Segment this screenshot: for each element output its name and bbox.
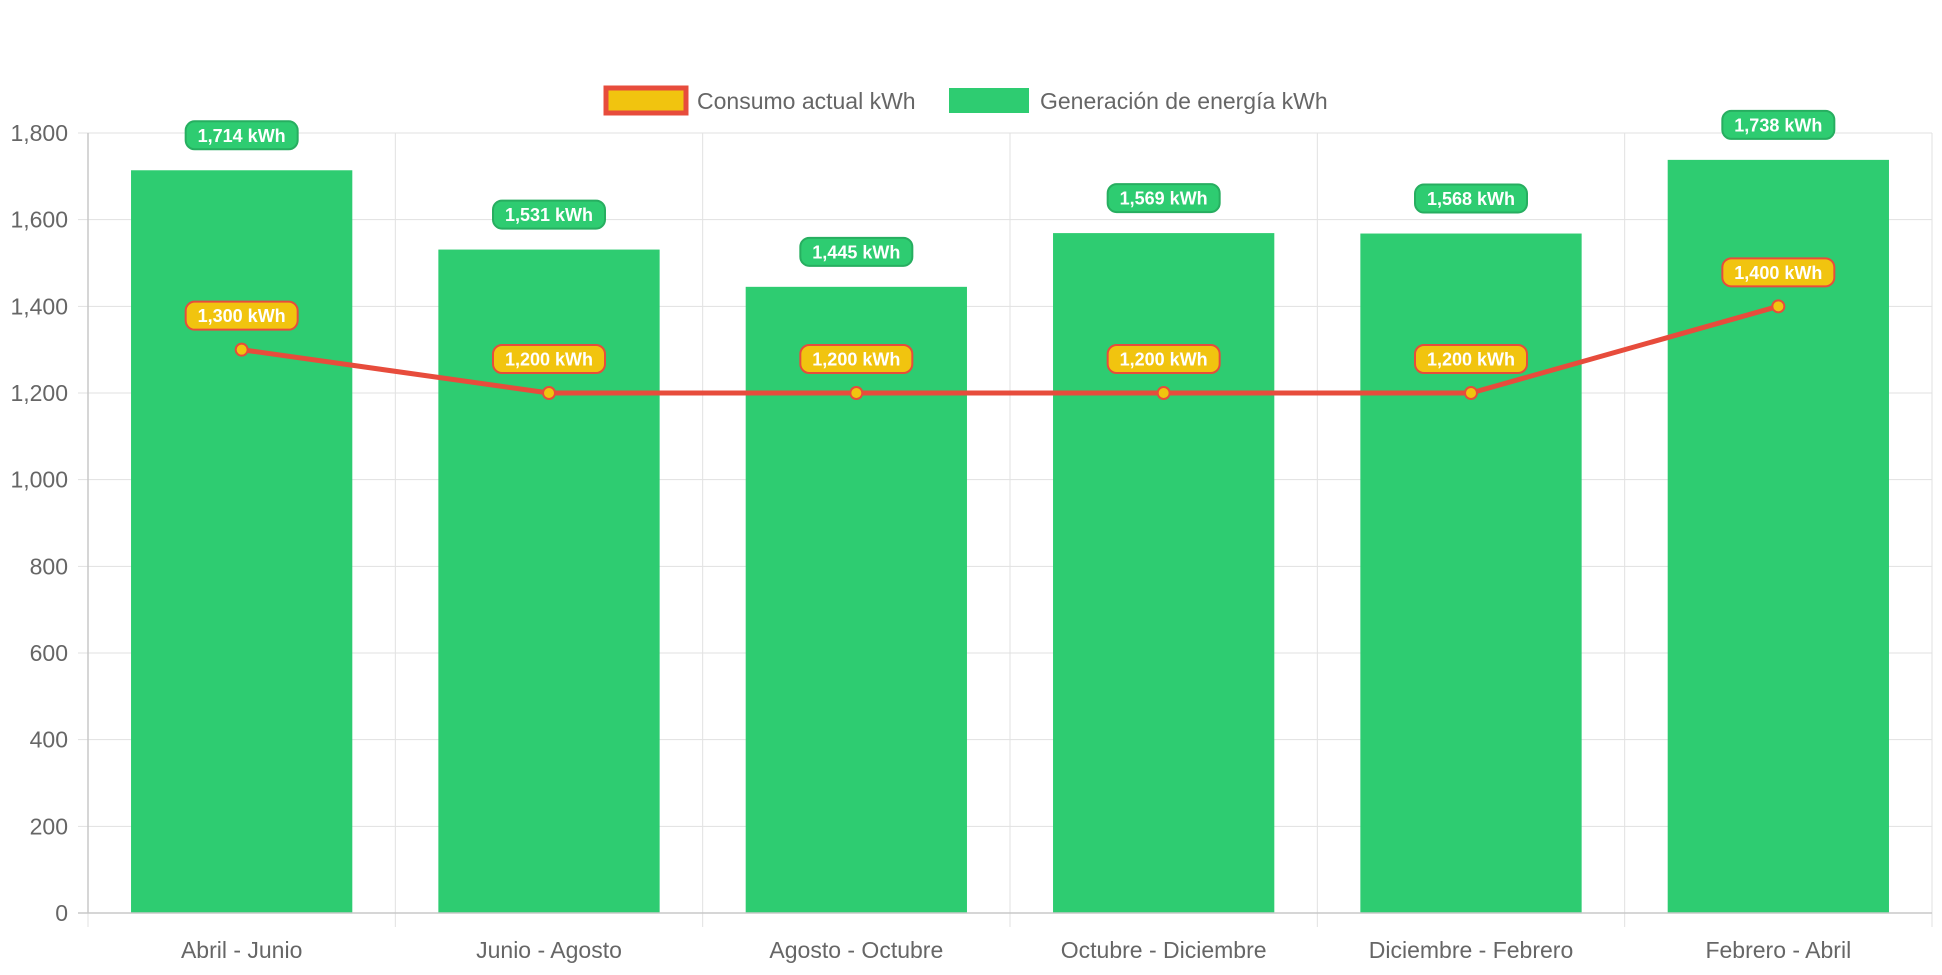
bar bbox=[1053, 233, 1275, 914]
line-point bbox=[234, 342, 249, 357]
bar-data-label-bg bbox=[184, 120, 299, 151]
y-tick-label: 1,400 bbox=[10, 293, 68, 319]
line-data-label: 1,200 kWh bbox=[812, 350, 900, 370]
bar-data-label: 1,531 kWh bbox=[505, 205, 593, 225]
line-data-label-bg bbox=[799, 344, 914, 374]
line-layer bbox=[234, 299, 1786, 400]
axis-layer: 0 200 400 600 800 1,000 1,200 1,400 1,600 1,800 Ab… bbox=[10, 120, 1932, 963]
x-tick-label: Octubre - Diciembre bbox=[1061, 937, 1267, 963]
y-tick-label: 800 bbox=[30, 553, 68, 579]
x-tick-label: Junio - Agosto bbox=[476, 937, 622, 963]
line-point bbox=[1771, 299, 1786, 314]
line-data-label-bg bbox=[184, 300, 299, 331]
y-tick-label: 1,800 bbox=[10, 120, 68, 146]
x-tick-label: Febrero - Abril bbox=[1705, 937, 1851, 963]
y-tick-label: 200 bbox=[30, 813, 68, 839]
y-tick-label: 400 bbox=[30, 727, 68, 753]
line-point bbox=[1464, 386, 1478, 400]
line-data-label: 1,200 kWh bbox=[505, 350, 593, 370]
bar bbox=[1360, 233, 1582, 914]
bar-data-label: 1,738 kWh bbox=[1734, 115, 1822, 135]
line-data-label-bg bbox=[1721, 257, 1836, 288]
bar-data-label-bg bbox=[1721, 109, 1836, 140]
y-tick-label: 600 bbox=[30, 640, 68, 666]
line-data-label: 1,400 kWh bbox=[1734, 263, 1822, 283]
line-data-label-bg bbox=[1414, 344, 1528, 374]
x-tick-label: Abril - Junio bbox=[181, 937, 302, 963]
line-data-label: 1,200 kWh bbox=[1427, 350, 1515, 370]
legend-label-generacion[interactable]: Generación de energía kWh bbox=[1040, 88, 1328, 114]
bar bbox=[745, 286, 967, 913]
line-point bbox=[1156, 386, 1171, 400]
line-data-label-bg bbox=[1106, 344, 1221, 374]
legend: Consumo actual kWh Generación de energía… bbox=[603, 85, 1328, 116]
bar bbox=[131, 170, 353, 913]
y-tick-label: 0 bbox=[55, 900, 68, 926]
y-tick-label: 1,600 bbox=[10, 207, 68, 233]
line-point bbox=[849, 386, 864, 400]
line-point bbox=[542, 386, 556, 400]
bar-data-label-bg bbox=[1106, 183, 1221, 214]
line-data-label-bg bbox=[492, 344, 606, 374]
label-layer: 1,714 kWh 1,531 kWh 1,445 kWh 1,569 kWh 1,56… bbox=[184, 109, 1836, 374]
bar-data-label: 1,568 kWh bbox=[1427, 189, 1515, 209]
legend-swatch-generacion[interactable] bbox=[949, 88, 1029, 113]
legend-swatch-consumo[interactable] bbox=[603, 85, 689, 116]
y-tick-label: 1,000 bbox=[10, 467, 68, 493]
bar-data-label: 1,714 kWh bbox=[198, 126, 286, 146]
bar-data-label: 1,445 kWh bbox=[812, 242, 900, 262]
legend-label-consumo[interactable]: Consumo actual kWh bbox=[697, 88, 916, 114]
bar-data-label: 1,569 kWh bbox=[1120, 189, 1208, 209]
bar-data-label-bg bbox=[492, 199, 606, 230]
grid-layer bbox=[78, 132, 1933, 927]
x-tick-label: Diciembre - Febrero bbox=[1369, 937, 1574, 963]
bar-data-label-bg bbox=[1414, 183, 1528, 214]
line-data-label: 1,200 kWh bbox=[1120, 350, 1208, 370]
line-data-label: 1,300 kWh bbox=[198, 306, 286, 326]
x-tick-label: Agosto - Octubre bbox=[769, 937, 943, 963]
y-tick-label: 1,200 bbox=[10, 380, 68, 406]
bar-data-label-bg bbox=[799, 236, 914, 267]
consumo-line bbox=[241, 303, 1780, 396]
